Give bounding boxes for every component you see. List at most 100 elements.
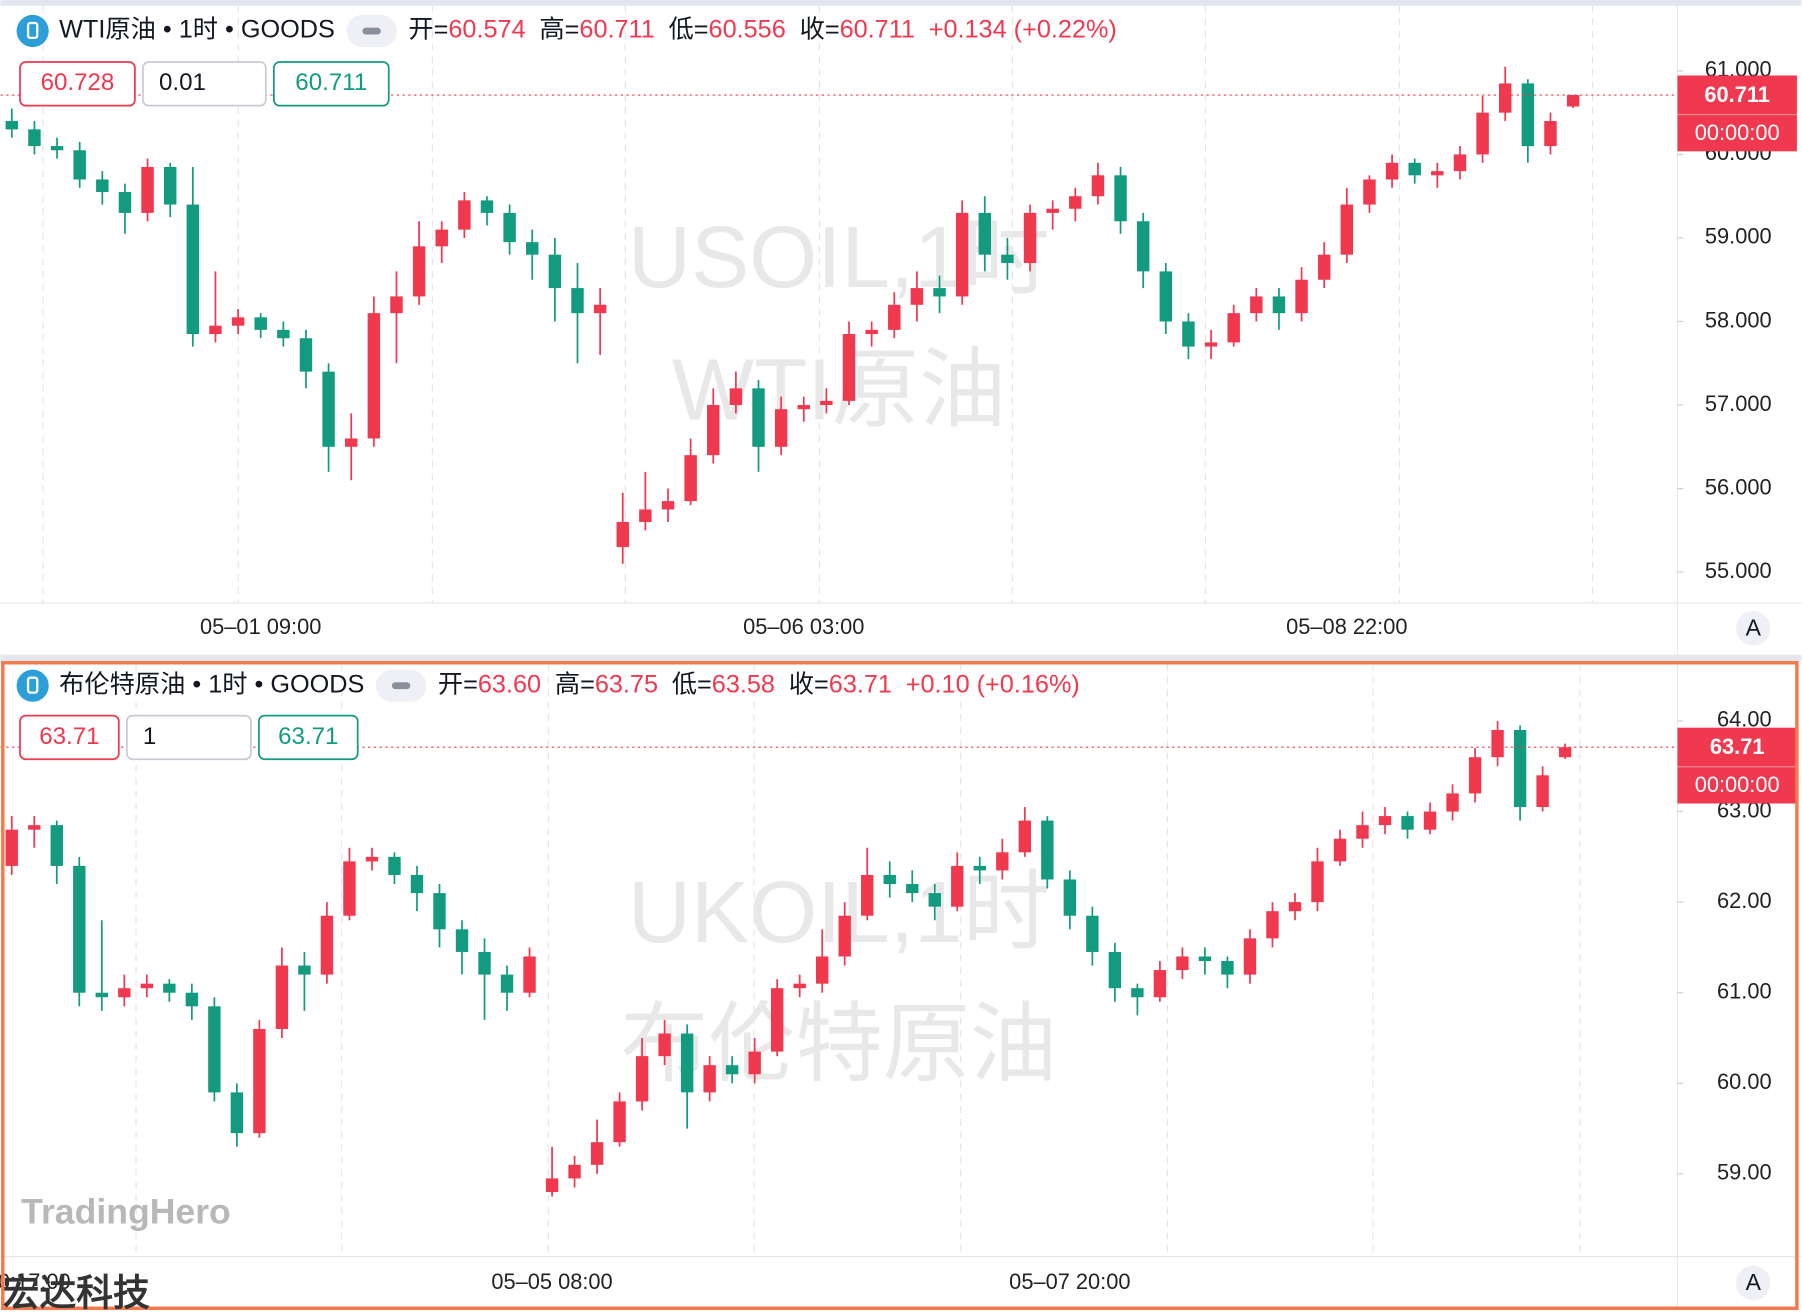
- y-tick-label: 61.00: [1717, 978, 1772, 1003]
- candle-body: [883, 874, 896, 885]
- order-price: 63.71: [278, 723, 338, 750]
- order-price: 60.728: [41, 69, 115, 96]
- candle-body: [774, 409, 788, 447]
- symbol-icon-glyph: [26, 21, 39, 40]
- candle-body: [343, 861, 356, 916]
- candle-body: [1136, 221, 1150, 272]
- candle-body: [1491, 730, 1504, 758]
- candle-body: [1153, 970, 1167, 998]
- candle-body: [480, 200, 494, 213]
- candle-body: [1476, 112, 1489, 155]
- candle-body: [435, 229, 448, 247]
- candle-body: [797, 405, 810, 410]
- order-box[interactable]: [273, 61, 390, 107]
- candle-body: [253, 1028, 266, 1134]
- panel-separator: [0, 654, 1802, 662]
- ohlc-label: 开=: [408, 16, 448, 44]
- candle-body: [1356, 825, 1369, 839]
- candle-body: [118, 988, 131, 998]
- ohlc-value: 63.58: [712, 670, 775, 698]
- price-tag-price: 63.71: [1710, 734, 1765, 759]
- candle-body: [1333, 838, 1347, 862]
- symbol-title: WTI原油 • 1时 • GOODS: [59, 16, 335, 44]
- candle-body: [275, 965, 289, 1029]
- ohlc-label: 高=: [555, 670, 595, 698]
- candle-body: [1046, 208, 1059, 213]
- candle-body: [1378, 816, 1392, 826]
- candle-body: [433, 893, 446, 930]
- candle-body: [1521, 83, 1535, 147]
- candle-body: [208, 1006, 221, 1093]
- auto-scale-button[interactable]: [1736, 1265, 1771, 1301]
- y-tick-label: 60.00: [1717, 1069, 1772, 1094]
- ohlc-value: 63.71: [829, 670, 892, 698]
- candle-body: [661, 501, 675, 510]
- order-price: 63.71: [39, 723, 99, 750]
- auto-scale-button[interactable]: [1736, 611, 1771, 646]
- candle-body: [365, 856, 379, 862]
- candle-body: [1288, 902, 1302, 912]
- candle-body: [1558, 747, 1572, 758]
- candle-body: [1243, 938, 1257, 975]
- candle-body: [231, 317, 245, 326]
- candle-body: [1408, 162, 1421, 176]
- y-tick-label: 64.00: [1717, 707, 1772, 732]
- candle-body: [635, 1056, 649, 1102]
- candle-body: [1069, 196, 1082, 209]
- candle-body: [816, 956, 829, 984]
- candle-body: [526, 242, 539, 255]
- candle-body: [478, 951, 491, 975]
- x-tick-label: 05–07 20:00: [1009, 1269, 1130, 1294]
- candle-body: [639, 509, 652, 522]
- chart-layer: USOIL,1时WTI原油55.00056.00057.00058.00059.…: [0, 5, 1797, 1301]
- y-tick-label: 59.000: [1705, 224, 1772, 249]
- candle-body: [752, 388, 765, 447]
- candle-body: [548, 254, 562, 289]
- candle-body: [820, 400, 833, 406]
- active-panel-border: [1, 661, 1799, 1310]
- y-tick-label: 55.000: [1705, 558, 1772, 583]
- candle-body: [707, 405, 720, 456]
- change-value: +0.134 (+0.22%): [929, 16, 1117, 44]
- candle-body: [1063, 879, 1077, 916]
- candle-body: [163, 166, 177, 205]
- candle-body: [680, 1033, 694, 1093]
- collapse-pill-icon: [391, 682, 411, 690]
- brand-logo: TradingHero: [21, 1191, 231, 1231]
- candle-body: [616, 521, 629, 548]
- ohlc-value: 60.711: [840, 16, 915, 44]
- candle-body: [1198, 956, 1212, 962]
- ohlc-value: 63.75: [595, 670, 658, 698]
- quantity-box[interactable]: [125, 714, 252, 761]
- candle-body: [73, 150, 86, 180]
- candle-body: [118, 192, 132, 213]
- y-tick-label: 59.00: [1717, 1160, 1772, 1185]
- candle-body: [684, 455, 697, 502]
- quantity-box[interactable]: [142, 61, 267, 107]
- candle-body: [888, 304, 901, 330]
- candle-body: [73, 865, 86, 993]
- ohlc-label: 开=: [438, 670, 478, 698]
- quantity-value: 0.01: [159, 69, 206, 96]
- candle-body: [1272, 296, 1286, 314]
- order-box[interactable]: [258, 714, 359, 761]
- candle-body: [1401, 816, 1414, 830]
- candle-body: [1221, 961, 1234, 975]
- candle-body: [254, 317, 267, 330]
- candle-body: [344, 438, 358, 447]
- order-box[interactable]: [19, 61, 136, 107]
- candle-body: [5, 121, 19, 130]
- candle-body: [571, 288, 584, 314]
- symbol-icon: [16, 14, 49, 48]
- order-box[interactable]: [19, 714, 120, 761]
- candle-body: [793, 983, 806, 989]
- x-tick-label: 05–08 22:00: [1286, 614, 1407, 639]
- candle-body: [1023, 212, 1037, 264]
- candle-body: [955, 212, 969, 297]
- candle-body: [523, 956, 536, 993]
- candle-body: [1566, 95, 1580, 107]
- candle-body: [1498, 83, 1512, 113]
- candle-body: [28, 129, 41, 147]
- candle-body: [1468, 757, 1482, 794]
